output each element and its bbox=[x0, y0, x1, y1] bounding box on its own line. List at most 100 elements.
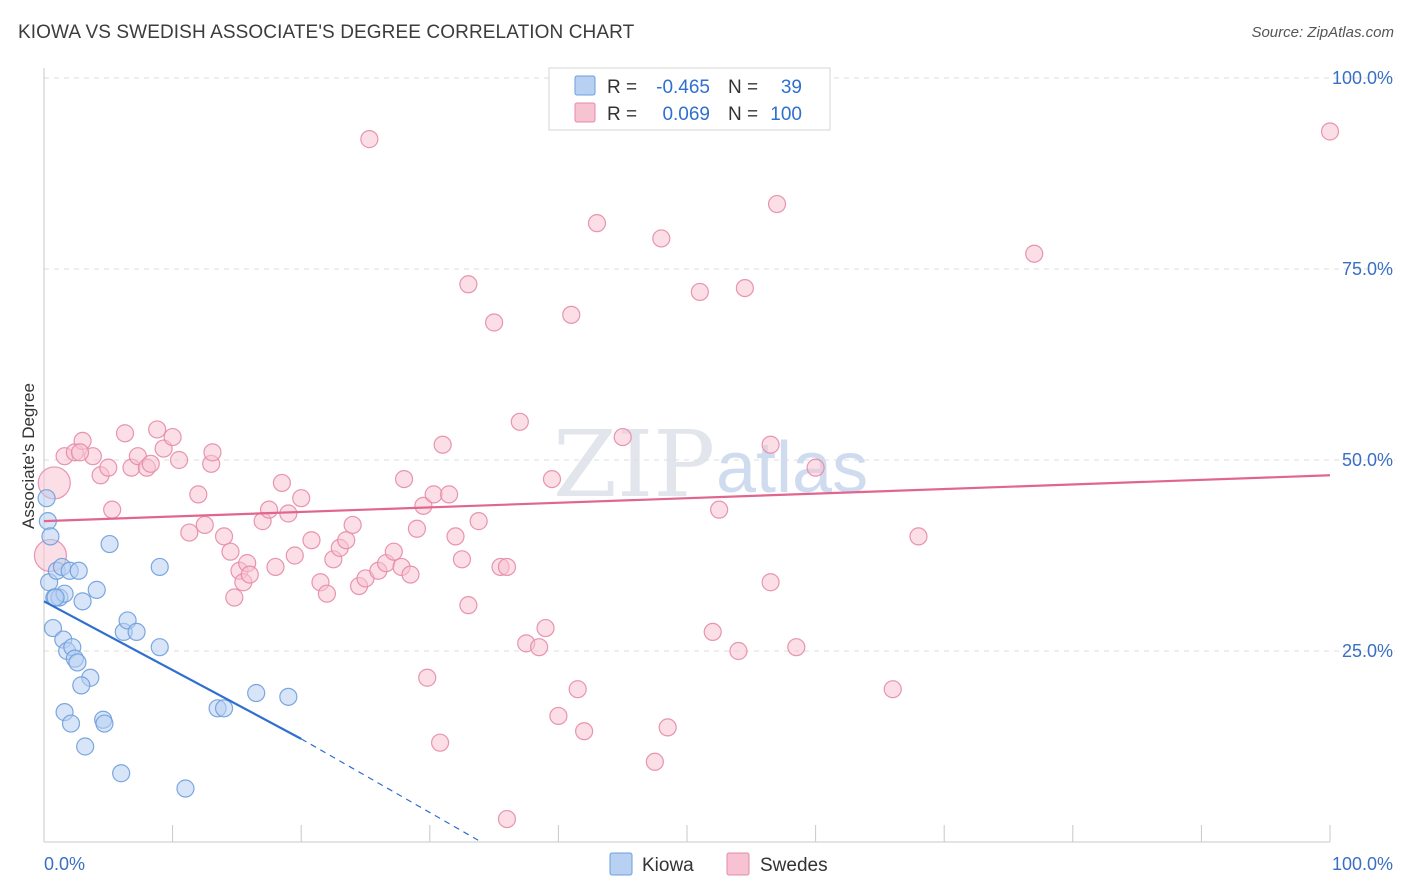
swedes-point bbox=[542, 470, 562, 489]
swedes-point bbox=[613, 427, 632, 447]
swedes-point bbox=[272, 473, 292, 493]
swedes-point bbox=[424, 485, 443, 504]
x-ticks bbox=[172, 825, 1331, 842]
swedes-point bbox=[266, 557, 285, 577]
swedes-point bbox=[562, 305, 581, 324]
kiowa-point bbox=[176, 779, 195, 798]
swedes-point bbox=[729, 641, 748, 661]
swedes-point bbox=[459, 275, 478, 294]
swedes-point bbox=[141, 454, 160, 473]
swedes-point bbox=[1320, 122, 1340, 141]
swedes-point bbox=[214, 527, 234, 546]
swedes-point bbox=[568, 680, 587, 699]
swedes-point bbox=[883, 680, 902, 699]
y-tick-label: 25.0% bbox=[1342, 641, 1393, 661]
y-axis-label: Associate's Degree bbox=[19, 383, 38, 529]
swedes-point bbox=[163, 427, 182, 447]
swedes-point bbox=[240, 565, 259, 584]
swedes-point bbox=[549, 706, 568, 726]
swedes-point bbox=[418, 668, 437, 687]
kiowa-point bbox=[69, 561, 88, 580]
y-tick-label: 50.0% bbox=[1342, 450, 1393, 470]
swedes-point bbox=[761, 435, 780, 454]
swedes-point bbox=[735, 279, 754, 298]
swedes-point bbox=[703, 622, 722, 642]
kiowa-point bbox=[37, 489, 56, 508]
swedes-trend-line bbox=[43, 474, 1331, 523]
swedes-point bbox=[806, 458, 825, 477]
swedes-point bbox=[452, 550, 472, 569]
bottom-legend-swatch-kiowa bbox=[609, 852, 633, 876]
kiowa-point bbox=[127, 622, 146, 642]
legend-swatch-kiowa bbox=[574, 75, 596, 96]
legend-kiowa-r-value: -0.465 bbox=[656, 77, 710, 98]
swedes-point bbox=[414, 496, 433, 515]
legend: R = -0.465 N = 39 R = 0.069 N = 100 bbox=[548, 67, 831, 131]
swedes-point bbox=[259, 500, 279, 519]
legend-box bbox=[548, 67, 831, 131]
legend-swedes-r-label: R = bbox=[607, 104, 637, 125]
swedes-point bbox=[394, 470, 414, 489]
kiowa-point bbox=[214, 699, 234, 718]
swedes-point bbox=[292, 489, 311, 508]
swedes-point bbox=[148, 420, 167, 439]
source-label: Source: ZipAtlas.com bbox=[1251, 24, 1394, 41]
swedes-series bbox=[33, 122, 1340, 829]
y-tick-label: 75.0% bbox=[1342, 259, 1393, 279]
swedes-point bbox=[439, 485, 459, 504]
x-tick-label-left: 0.0% bbox=[44, 854, 85, 874]
swedes-point bbox=[221, 542, 240, 561]
swedes-point bbox=[169, 450, 189, 470]
bottom-legend-swedes: Swedes bbox=[760, 855, 828, 876]
kiowa-point bbox=[61, 714, 81, 733]
swedes-point bbox=[70, 443, 90, 462]
legend-kiowa-r-label: R = bbox=[607, 77, 637, 98]
kiowa-point bbox=[68, 653, 87, 672]
swedes-point bbox=[459, 596, 478, 615]
swedes-point bbox=[658, 718, 677, 737]
swedes-point bbox=[180, 523, 199, 542]
kiowa-point bbox=[46, 588, 65, 607]
swedes-point bbox=[575, 722, 594, 741]
swedes-point bbox=[407, 519, 427, 538]
swedes-point bbox=[317, 584, 337, 603]
legend-swedes-n-value: 100 bbox=[770, 104, 802, 125]
swedes-point bbox=[787, 638, 806, 657]
swedes-point bbox=[401, 565, 420, 584]
kiowa-point bbox=[150, 557, 169, 577]
kiowa-point bbox=[247, 683, 266, 703]
swedes-point bbox=[469, 512, 488, 531]
swedes-point bbox=[909, 527, 928, 546]
swedes-point bbox=[195, 515, 214, 535]
swedes-point bbox=[189, 485, 208, 504]
swedes-point bbox=[285, 546, 304, 565]
swedes-point bbox=[446, 527, 465, 546]
kiowa-point bbox=[112, 764, 131, 783]
kiowa-point bbox=[150, 638, 169, 657]
swedes-point bbox=[652, 229, 671, 248]
bottom-legend: Kiowa Swedes bbox=[609, 852, 828, 876]
swedes-point bbox=[225, 588, 244, 607]
kiowa-point bbox=[279, 687, 298, 706]
swedes-point bbox=[767, 194, 787, 214]
kiowa-point bbox=[100, 534, 119, 554]
kiowa-point bbox=[73, 592, 92, 611]
kiowa-point bbox=[76, 737, 95, 756]
swedes-point bbox=[103, 500, 122, 519]
chart-title: KIOWA VS SWEDISH ASSOCIATE'S DEGREE CORR… bbox=[18, 22, 635, 43]
kiowa-point bbox=[95, 714, 114, 733]
kiowa-point bbox=[41, 527, 60, 546]
kiowa-trend-line bbox=[43, 600, 302, 740]
y-tick-label: 100.0% bbox=[1332, 68, 1393, 88]
bottom-legend-kiowa: Kiowa bbox=[642, 855, 694, 876]
kiowa-point bbox=[87, 580, 106, 599]
swedes-point bbox=[761, 573, 780, 592]
legend-swatch-swedes bbox=[574, 102, 596, 123]
swedes-point bbox=[302, 531, 321, 550]
trend-lines bbox=[43, 474, 1331, 843]
swedes-point bbox=[690, 282, 709, 302]
swedes-point bbox=[536, 618, 555, 638]
x-tick-label-right: 100.0% bbox=[1332, 854, 1393, 874]
swedes-point bbox=[203, 443, 222, 462]
